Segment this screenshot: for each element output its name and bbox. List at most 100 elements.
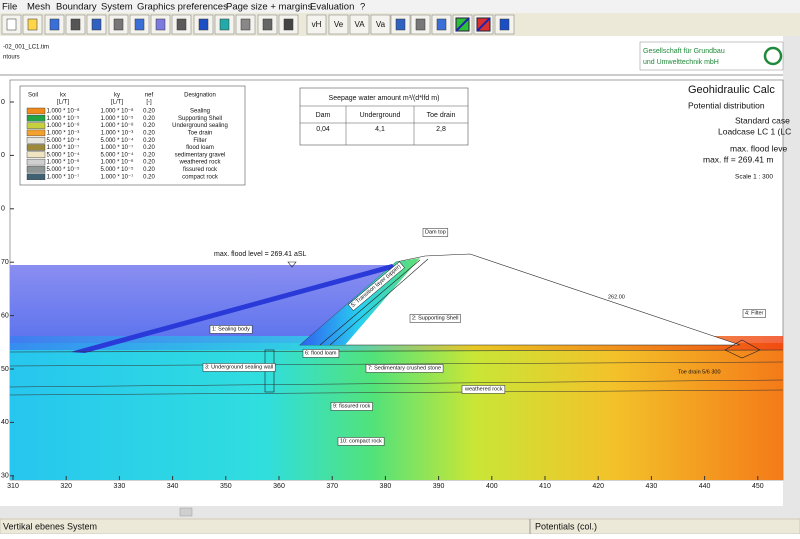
doc-loadcase: Loadcase LC 1 (LC [718, 126, 791, 136]
x-axis-label: 340 [167, 483, 179, 490]
annotation-text: 9: fissured rock [333, 403, 371, 409]
annotation-box [302, 349, 340, 358]
tool-button[interactable] [370, 14, 391, 35]
tool-icon[interactable] [134, 18, 145, 31]
legend-swatch [26, 115, 46, 122]
y-axis-label: 0 [1, 152, 5, 159]
tool-icon[interactable] [198, 18, 209, 31]
tool-button-label[interactable]: Ve [334, 20, 344, 29]
horizontal-scrollbar[interactable] [0, 506, 783, 518]
annotation-box [365, 364, 444, 373]
doc-flood: max. flood leve [730, 143, 787, 153]
x-axis-label: 400 [486, 483, 498, 490]
legend-cell: 5.000 * 10⁻⁴ [46, 137, 80, 144]
tool-icon[interactable] [219, 18, 230, 31]
y-axis-label: 0 [1, 99, 5, 106]
menu-bar [0, 0, 800, 13]
menu-item[interactable]: Evaluation [310, 2, 354, 13]
legend-cell: 5.000 * 10⁻⁴ [100, 137, 134, 144]
tool-icon[interactable] [49, 18, 60, 31]
tool-icon[interactable] [6, 18, 17, 31]
annotation-box [461, 385, 506, 394]
tool-icon[interactable] [436, 18, 447, 31]
tool-button-label[interactable]: vH [312, 20, 322, 29]
tool-icon[interactable] [476, 17, 491, 32]
tool-icon[interactable] [240, 18, 251, 31]
legend-cell: 0.20 [143, 174, 155, 180]
tool-icon[interactable] [415, 18, 426, 31]
tool-icon[interactable] [113, 18, 124, 31]
legend-cell: 1.000 * 10⁻⁸ [100, 108, 134, 115]
annotation-box [422, 228, 449, 237]
menu-item[interactable]: System [101, 2, 133, 13]
tool-icon[interactable] [176, 18, 187, 31]
x-axis-label: 380 [380, 483, 392, 490]
tool-button-label[interactable]: Va [376, 20, 386, 29]
transition-layer [329, 258, 429, 346]
ground [10, 343, 783, 480]
legend-header: ky [114, 93, 120, 99]
tool-button[interactable] [306, 14, 327, 35]
tool-icon[interactable] [499, 18, 510, 31]
legend-cell: 0.20 [143, 145, 155, 151]
tool-button[interactable] [349, 14, 370, 35]
legend-cell: 1.000 * 10⁻⁷ [101, 144, 134, 151]
tool-icon[interactable] [455, 17, 470, 32]
tool-icon[interactable] [283, 18, 294, 31]
menu-item[interactable]: Graphics preferences [137, 2, 228, 13]
legend-unit: [L/T] [111, 100, 123, 106]
status-text: Vertikal ebenes System [3, 521, 97, 531]
vertical-scrollbar[interactable] [783, 36, 800, 518]
company-name: und Umwelttechnik mbH [643, 59, 719, 66]
tool-icon[interactable] [91, 18, 102, 31]
annotation: 9: fissured rock [330, 402, 373, 411]
tool-icon[interactable] [27, 18, 38, 31]
status-text: Potentials (col.) [535, 521, 597, 531]
legend-header: kx [60, 93, 66, 99]
y-axis-label: 0 [1, 206, 5, 213]
tool-icon[interactable] [262, 18, 273, 31]
doc-title: Geohidraulic Calc [688, 84, 775, 96]
legend-cell: 1.000 * 10⁻⁶ [101, 159, 135, 166]
annotation-text: Dam top [425, 229, 446, 235]
menu-item[interactable]: ? [360, 2, 365, 13]
table-header: Dam [316, 112, 331, 119]
annotation: weathered rock [461, 385, 506, 394]
legend-unit: [-] [146, 100, 152, 106]
annotation-box [347, 261, 405, 312]
annotation-box [202, 363, 276, 372]
legend-swatch [26, 144, 46, 151]
legend-cell: 0.20 [143, 116, 155, 122]
menu-item[interactable]: Boundary [56, 2, 97, 13]
legend-cell: 0.20 [143, 138, 155, 144]
tool-button-label[interactable]: VA [354, 20, 365, 29]
y-axis-label: 50 [1, 366, 9, 373]
legend-swatch [26, 166, 46, 173]
annotation-text: 7: Sedimentary crushed stone [368, 365, 441, 371]
annotation-text: Toe drain 5/6 300 [678, 369, 721, 375]
annotation: 3: Underground sealing wall [202, 363, 276, 372]
legend-swatch [26, 136, 46, 144]
legend-cell: Sealing [190, 109, 210, 115]
menu-item[interactable]: Mesh [27, 2, 50, 13]
annotation-text: 3: Underground sealing wall [205, 364, 273, 370]
x-axis-label: 410 [539, 483, 551, 490]
legend-header: Soil [28, 93, 38, 99]
x-axis-label: 360 [273, 483, 285, 490]
tool-icon[interactable] [395, 18, 406, 31]
legend-cell: 5.000 * 10⁻⁵ [100, 166, 134, 173]
tool-icon[interactable] [155, 18, 166, 31]
company-logo [763, 46, 783, 66]
menu-item[interactable]: File [2, 2, 17, 13]
tool-icon[interactable] [70, 18, 81, 31]
scroll-thumb[interactable] [179, 507, 193, 517]
menu-item[interactable]: Page size + margins [226, 2, 313, 13]
x-axis-label: 450 [752, 483, 764, 490]
tool-button[interactable] [328, 14, 349, 35]
annotation: max. flood level = 269.41 aSL [214, 251, 307, 258]
legend-swatch [26, 173, 46, 180]
doc-scale: Scale 1 : 300 [735, 174, 773, 181]
doc-subtitle: Potential distribution [688, 100, 765, 110]
legend-cell: fissured rock [183, 167, 218, 173]
